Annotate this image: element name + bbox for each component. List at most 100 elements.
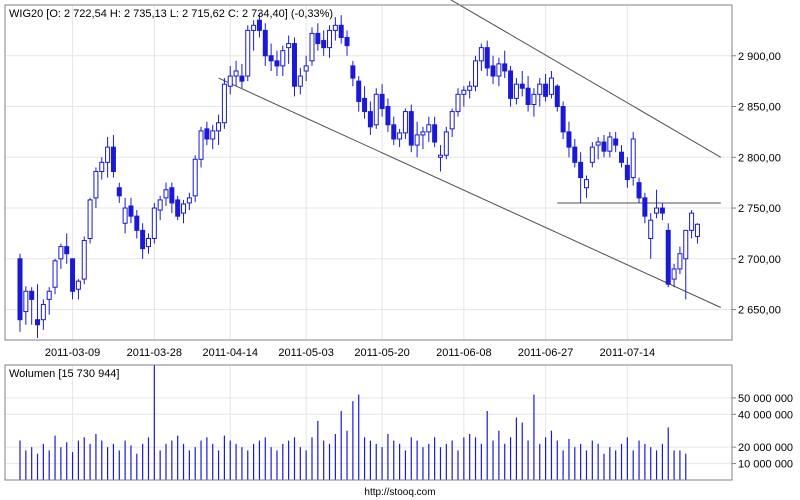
candle-body-up xyxy=(81,240,87,280)
candle-body-down xyxy=(525,87,531,105)
price-y-tick-label: 2 750,00 xyxy=(738,203,781,215)
candle-body-down xyxy=(519,83,525,89)
candle xyxy=(99,157,105,180)
candle xyxy=(297,67,303,95)
volume-y-axis: 10 000 000 20 000 000 40 000 000 50 000 000 xyxy=(732,393,793,471)
candle-body-up xyxy=(513,83,519,99)
candle-body-down xyxy=(665,229,671,285)
candle xyxy=(251,20,257,51)
candle xyxy=(671,263,677,288)
candle xyxy=(437,145,443,172)
candle xyxy=(210,124,216,150)
candle-body-up xyxy=(630,138,636,179)
candle-body-up xyxy=(461,89,467,95)
candle-body-down xyxy=(560,106,566,133)
candle xyxy=(40,299,46,330)
candle xyxy=(601,134,607,158)
candle-body-up xyxy=(227,75,233,87)
price-x-tick-label: 2011-05-03 xyxy=(278,347,333,359)
candle xyxy=(624,157,630,188)
candle xyxy=(566,121,572,158)
candle-body-down xyxy=(110,146,116,172)
candle xyxy=(385,98,391,132)
candle xyxy=(23,286,29,325)
candle-body-down xyxy=(554,85,560,108)
candle-body-up xyxy=(309,32,315,62)
candle-body-up xyxy=(210,130,216,140)
candle-body-down xyxy=(601,141,607,152)
candle-body-up xyxy=(157,199,163,211)
candle xyxy=(303,55,309,82)
candle-body-up xyxy=(589,146,595,163)
candle xyxy=(256,13,262,38)
candle xyxy=(484,40,490,77)
candle-body-down xyxy=(134,215,140,231)
volume-y-tick-label: 20 000 000 xyxy=(738,442,793,454)
candle xyxy=(467,81,473,99)
candle-body-up xyxy=(648,219,654,239)
candle xyxy=(648,213,654,259)
candle xyxy=(531,88,537,117)
candle-body-up xyxy=(145,237,151,248)
candle-body-down xyxy=(490,65,496,77)
candle-body-up xyxy=(23,290,29,313)
candle-body-down xyxy=(508,70,514,99)
candle-body-down xyxy=(64,246,70,255)
price-plot-border xyxy=(4,4,733,341)
candle xyxy=(572,139,578,168)
candle-body-down xyxy=(169,187,175,204)
price-x-tick-label: 2011-04-14 xyxy=(203,347,258,359)
candle-body-down xyxy=(256,19,262,31)
candle xyxy=(216,114,222,146)
candle xyxy=(426,116,432,143)
candle xyxy=(181,199,187,224)
candle xyxy=(110,134,116,178)
candle xyxy=(583,175,589,198)
candle xyxy=(291,37,297,97)
candle xyxy=(116,182,122,203)
candle xyxy=(490,55,496,85)
price-panel: 2 650,00 2 700,00 2 750,00 2 800,00 2 850,00… xyxy=(4,0,781,359)
candle-body-up xyxy=(437,154,443,158)
candle xyxy=(81,236,87,285)
trendline xyxy=(450,0,722,158)
candle-body-up xyxy=(671,268,677,280)
candle-body-up xyxy=(443,131,449,156)
volume-y-tick-label: 10 000 000 xyxy=(738,459,793,471)
candle-body-up xyxy=(303,65,309,72)
candle xyxy=(654,189,660,219)
price-x-axis: 2011-03-09 2011-03-28 2011-04-14 2011-05-03… xyxy=(45,347,655,359)
candle-body-up xyxy=(397,132,403,140)
candle xyxy=(134,210,140,239)
candle xyxy=(455,88,461,117)
price-x-tick-label: 2011-05-20 xyxy=(354,347,409,359)
footer-link[interactable]: http://stooq.com xyxy=(364,487,435,498)
candle-body-down xyxy=(175,199,181,217)
candle-body-down xyxy=(578,161,584,179)
candle xyxy=(560,101,566,139)
candle-body-down xyxy=(116,187,122,197)
candle xyxy=(619,145,625,168)
candle xyxy=(473,55,479,92)
candle xyxy=(309,27,315,66)
candle xyxy=(192,155,198,202)
candle xyxy=(414,121,420,158)
candle xyxy=(245,25,251,82)
price-x-tick-label: 2011-07-14 xyxy=(600,347,655,359)
candle xyxy=(607,131,613,158)
candle xyxy=(519,70,525,97)
candle xyxy=(665,223,671,288)
candle xyxy=(157,195,163,221)
candle-body-up xyxy=(595,141,601,146)
candle-body-up xyxy=(548,77,554,95)
candle-body-up xyxy=(694,223,700,237)
candle-body-down xyxy=(619,151,625,163)
candle-body-up xyxy=(332,24,338,31)
candle-body-up xyxy=(537,83,543,95)
candle-body-up xyxy=(496,63,502,77)
candle xyxy=(537,78,543,107)
candle xyxy=(373,88,379,129)
candle xyxy=(17,253,23,332)
candle-body-down xyxy=(379,93,385,110)
candle-body-up xyxy=(87,199,93,239)
